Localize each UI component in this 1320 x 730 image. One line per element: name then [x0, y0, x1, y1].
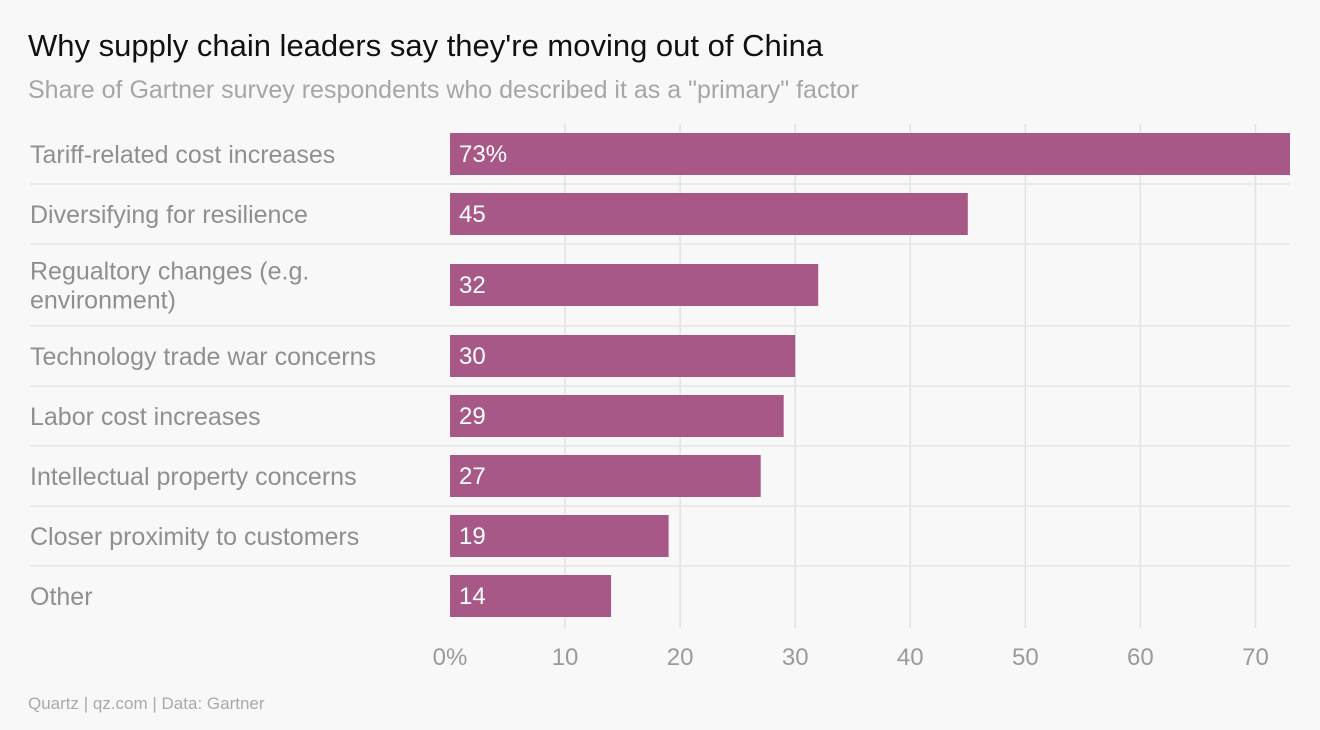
row-separators [30, 183, 1290, 567]
category-label: Intellectual property concerns [30, 463, 357, 491]
category-label: Other [30, 583, 93, 611]
x-tick-label: 70 [1242, 644, 1269, 671]
bar [450, 193, 968, 235]
bar [450, 264, 819, 306]
bar-value-label: 30 [459, 343, 486, 370]
x-tick-label: 20 [667, 644, 694, 671]
bar-value-label: 14 [459, 583, 486, 610]
bars: 73% 45 32 30 29 27 19 14 [450, 133, 1290, 617]
category-label: Technology trade war concerns [30, 343, 376, 371]
bar [450, 455, 761, 497]
bar-value-label: 29 [459, 403, 486, 430]
bar-value-label: 45 [459, 201, 486, 228]
bar [450, 575, 612, 617]
bar-value-label: 19 [459, 523, 486, 550]
bar-value-label: 32 [459, 272, 486, 299]
bar [450, 515, 669, 557]
category-label: Diversifying for resilience [30, 201, 308, 229]
x-tick-label: 30 [782, 644, 809, 671]
category-label: Regualtory changes (e.g. environment) [30, 258, 309, 315]
bar [450, 133, 1290, 175]
category-label: Tariff-related cost increases [30, 141, 335, 169]
bar-value-label: 27 [459, 463, 486, 490]
source-credit: Quartz | qz.com | Data: Gartner [28, 694, 265, 713]
category-label: Closer proximity to customers [30, 523, 359, 551]
bar-value-label: 73% [459, 141, 507, 168]
x-axis-ticks: 0% 10 20 30 40 50 60 70 [433, 644, 1269, 671]
x-tick-label: 60 [1127, 644, 1154, 671]
x-tick-label: 50 [1012, 644, 1039, 671]
category-labels: Tariff-related cost increases Diversifyin… [30, 141, 376, 611]
bar [450, 335, 796, 377]
chart-title: Why supply chain leaders say they're mov… [28, 28, 824, 63]
bar [450, 395, 784, 437]
chart-subtitle: Share of Gartner survey respondents who … [28, 76, 859, 104]
x-tick-label: 0% [433, 644, 468, 671]
x-tick-label: 40 [897, 644, 924, 671]
category-label: Labor cost increases [30, 403, 261, 431]
x-tick-label: 10 [552, 644, 579, 671]
